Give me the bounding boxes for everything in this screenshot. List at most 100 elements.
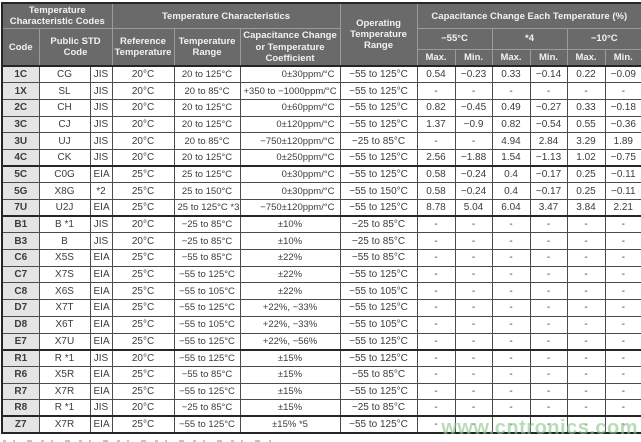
std-org-cell: JIS — [89, 98, 113, 117]
max-55-cell: - — [416, 132, 456, 150]
header-min-55: Min. — [454, 48, 493, 67]
max-10-cell: - — [566, 249, 606, 267]
ref-temp-cell: 20°C — [111, 399, 175, 418]
ref-temp-cell: 20°C — [111, 115, 175, 134]
min-star4-cell: −0.54 — [529, 115, 568, 134]
temp-range-cell: 20 to 125°C — [173, 65, 241, 84]
op-range-cell: −55 to 85°C — [339, 365, 418, 384]
max-55-cell: - — [416, 399, 456, 418]
min-star4-cell: - — [529, 315, 568, 334]
table-row: D7 X7T EIA 25°C −55 to 125°C +22%, −33% −55 to… — [1, 299, 641, 317]
op-range-cell: −55 to 125°C — [339, 115, 418, 134]
max-10-cell: - — [566, 349, 606, 367]
min-10-cell: - — [604, 232, 641, 251]
min-star4-cell: - — [529, 82, 568, 100]
max-star4-cell: - — [491, 365, 531, 384]
temp-range-cell: −25 to 85°C — [173, 399, 241, 418]
max-55-cell: 0.58 — [416, 182, 456, 201]
op-range-cell: −55 to 125°C — [339, 82, 418, 100]
max-55-cell: 0.58 — [416, 165, 456, 184]
temp-range-cell: −55 to 105°C — [173, 282, 241, 301]
std-org-cell: EIA — [89, 365, 113, 384]
std-code-cell: C0G — [38, 165, 91, 184]
cap-change-cell: ±22% — [239, 282, 341, 301]
std-code-cell: SL — [38, 82, 91, 100]
min-10-cell: - — [604, 332, 641, 351]
max-55-cell: - — [416, 249, 456, 267]
table-row: R8 R *1 JIS 20°C −25 to 85°C ±15% −25 to 85°C -… — [1, 399, 641, 418]
header-minus-10c: −10°C — [566, 28, 641, 50]
code-cell: B1 — [1, 215, 40, 234]
code-cell: D7 — [1, 299, 40, 317]
std-code-cell: X7R — [38, 382, 91, 401]
temp-range-cell: −55 to 85°C — [173, 249, 241, 267]
header-min-star4: Min. — [529, 48, 568, 67]
cap-change-cell: 0±120ppm/°C — [239, 115, 341, 134]
min-star4-cell: −0.27 — [529, 98, 568, 117]
temp-range-cell: −55 to 125°C — [173, 382, 241, 401]
ref-temp-cell: 25°C — [111, 265, 175, 284]
ref-temp-cell: 25°C — [111, 182, 175, 201]
min-star4-cell: - — [529, 415, 568, 434]
min-55-cell: - — [454, 215, 493, 234]
header-operating-range: Operating Temperature Range — [339, 2, 418, 67]
max-star4-cell: - — [491, 282, 531, 301]
max-10-cell: - — [566, 415, 606, 434]
min-star4-cell: - — [529, 365, 568, 384]
table-row: R6 X5R EIA 25°C −55 to 85°C ±15% −55 to 85°C - -… — [1, 365, 641, 384]
max-10-cell: - — [566, 232, 606, 251]
code-cell: C6 — [1, 249, 40, 267]
op-range-cell: −55 to 125°C — [339, 299, 418, 317]
cap-change-cell: ±15% — [239, 399, 341, 418]
min-10-cell: - — [604, 415, 641, 434]
min-star4-cell: - — [529, 382, 568, 401]
min-10-cell: - — [604, 382, 641, 401]
header-star-4: *4 — [491, 28, 568, 50]
std-code-cell: X5S — [38, 249, 91, 267]
max-star4-cell: - — [491, 232, 531, 251]
max-10-cell: 0.33 — [566, 98, 606, 117]
max-star4-cell: 0.82 — [491, 115, 531, 134]
code-cell: 2C — [1, 98, 40, 117]
code-cell: B3 — [1, 232, 40, 251]
code-cell: 3U — [1, 132, 40, 150]
op-range-cell: −55 to 125°C — [339, 165, 418, 184]
min-10-cell: - — [604, 299, 641, 317]
min-55-cell: - — [454, 365, 493, 384]
table-row: 4C CK JIS 20°C 20 to 125°C 0±250ppm/°C −55 to … — [1, 148, 641, 168]
op-range-cell: −55 to 125°C — [339, 382, 418, 401]
std-code-cell: CJ — [38, 115, 91, 134]
std-code-cell: X7T — [38, 299, 91, 317]
std-code-cell: U2J — [38, 199, 91, 218]
min-10-cell: −0.75 — [604, 148, 641, 168]
temp-range-cell: 20 to 85°C — [173, 82, 241, 100]
op-range-cell: −25 to 85°C — [339, 215, 418, 234]
max-star4-cell: 0.4 — [491, 182, 531, 201]
table-row: B1 B *1 JIS 20°C −25 to 85°C ±10% −25 to 85°C -… — [1, 215, 641, 234]
max-55-cell: - — [416, 415, 456, 434]
max-55-cell: 1.37 — [416, 115, 456, 134]
std-org-cell: EIA — [89, 249, 113, 267]
min-10-cell: −0.09 — [604, 65, 641, 84]
op-range-cell: −25 to 85°C — [339, 399, 418, 418]
min-star4-cell: - — [529, 399, 568, 418]
op-range-cell: −25 to 85°C — [339, 132, 418, 150]
max-star4-cell: - — [491, 315, 531, 334]
cap-change-cell: ±10% — [239, 215, 341, 234]
max-star4-cell: - — [491, 399, 531, 418]
min-10-cell: - — [604, 399, 641, 418]
table-row: R1 R *1 JIS 20°C −55 to 125°C ±15% −55 to 125°… — [1, 349, 641, 367]
std-code-cell: X5R — [38, 365, 91, 384]
max-55-cell: - — [416, 365, 456, 384]
table-row: C7 X7S EIA 25°C −55 to 125°C ±22% −55 to 125°C… — [1, 265, 641, 284]
max-star4-cell: 6.04 — [491, 199, 531, 218]
code-cell: 1C — [1, 65, 40, 84]
ref-temp-cell: 20°C — [111, 82, 175, 100]
cap-change-cell: +22%, −33% — [239, 315, 341, 334]
max-10-cell: - — [566, 382, 606, 401]
op-range-cell: −55 to 125°C — [339, 349, 418, 367]
min-55-cell: - — [454, 382, 493, 401]
max-10-cell: 1.02 — [566, 148, 606, 168]
table-row: 3C CJ JIS 20°C 20 to 125°C 0±120ppm/°C −55 to … — [1, 115, 641, 134]
code-cell: 3C — [1, 115, 40, 134]
